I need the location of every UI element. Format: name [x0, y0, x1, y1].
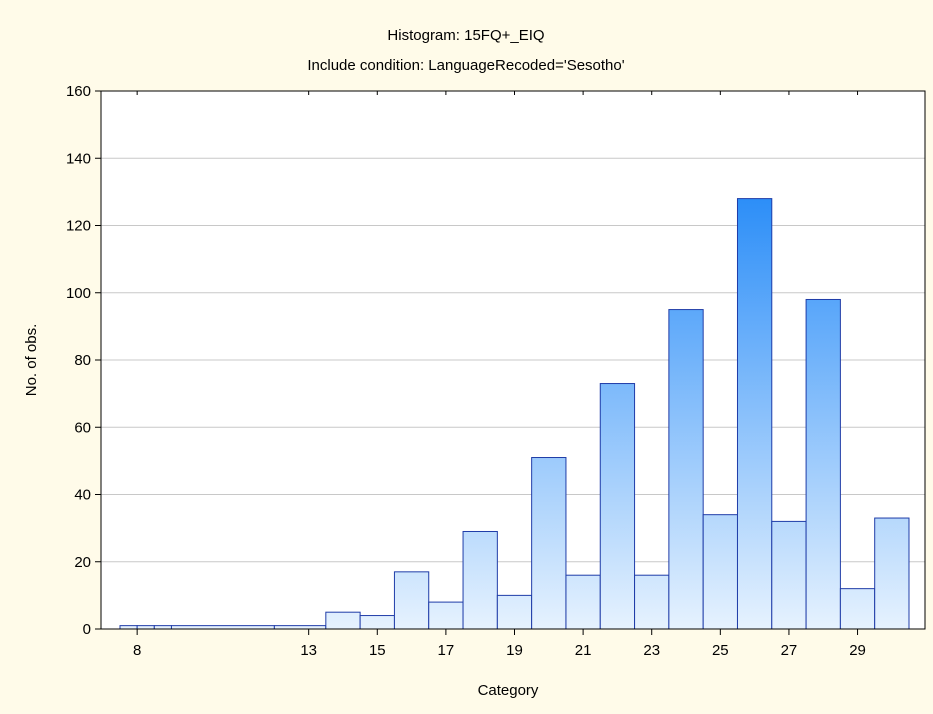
y-axis-ticks: 0 20 40 60 80 100 120 140 160	[66, 83, 101, 638]
histogram-bar	[119, 625, 138, 630]
histogram-bar	[736, 198, 773, 630]
histogram-bar	[428, 601, 464, 630]
histogram-bar	[839, 588, 876, 630]
histogram-bar	[668, 309, 704, 630]
y-axis-label: No. of obs.	[23, 324, 40, 397]
histogram-bar	[565, 574, 601, 630]
histogram-bar	[170, 625, 275, 630]
chart-subtitle: Include condition: LanguageRecoded='Seso…	[307, 57, 624, 74]
histogram-bar	[805, 298, 841, 630]
x-tick-label: 8	[133, 642, 141, 659]
x-tick-label: 29	[849, 642, 866, 659]
bars	[119, 198, 910, 630]
y-tick-label: 60	[74, 419, 91, 436]
chart-title: Histogram: 15FQ+_EIQ	[387, 27, 544, 44]
histogram-bar	[153, 625, 172, 630]
x-tick-label: 21	[575, 642, 592, 659]
y-tick-label: 80	[74, 352, 91, 369]
histogram-bar	[599, 383, 636, 630]
histogram-bar	[136, 625, 155, 630]
histogram-bar	[634, 574, 670, 630]
x-tick-label: 13	[300, 642, 317, 659]
histogram-bar	[393, 571, 430, 630]
x-tick-label: 25	[712, 642, 729, 659]
histogram-bar	[325, 611, 361, 630]
y-tick-label: 20	[74, 554, 91, 571]
x-tick-label: 19	[506, 642, 523, 659]
x-tick-label: 27	[781, 642, 798, 659]
histogram-bar	[874, 517, 910, 630]
x-axis-label: Category	[478, 682, 539, 699]
histogram-bar	[359, 615, 395, 630]
histogram-bar	[531, 457, 567, 630]
histogram-bar	[496, 594, 533, 630]
y-tick-label: 120	[66, 218, 91, 235]
histogram-bar	[273, 625, 327, 630]
x-tick-label: 23	[643, 642, 660, 659]
x-tick-label: 15	[369, 642, 386, 659]
x-tick-label: 17	[438, 642, 455, 659]
histogram-bar	[702, 514, 738, 630]
y-tick-label: 100	[66, 285, 91, 302]
y-tick-label: 140	[66, 150, 91, 167]
gridlines	[101, 157, 925, 563]
histogram-bar	[771, 520, 807, 630]
y-tick-label: 0	[83, 621, 91, 638]
y-tick-label: 160	[66, 83, 91, 100]
y-tick-label: 40	[74, 487, 91, 504]
histogram-bar	[462, 530, 498, 630]
x-axis-ticks: 8 13 15 17 19 21 23 25 27 29	[133, 91, 866, 659]
